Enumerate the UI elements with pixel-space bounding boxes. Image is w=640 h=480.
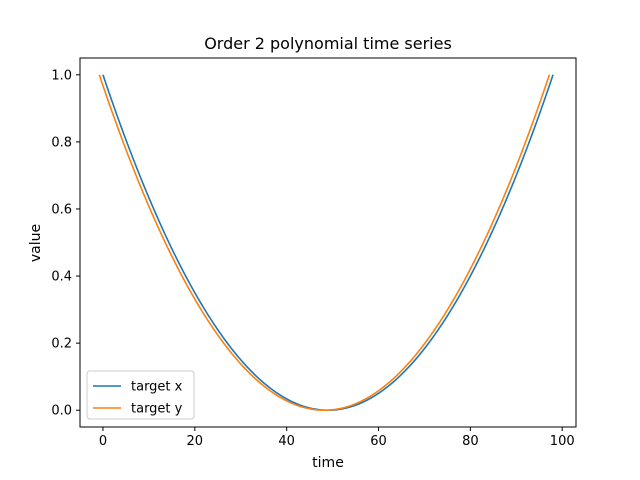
- x-tick-label: 100: [550, 434, 575, 449]
- legend: target x target y: [86, 370, 195, 420]
- legend-label: target y: [131, 402, 183, 417]
- y-tick-label: 0.6: [51, 202, 72, 217]
- y-tick-label: 0.2: [51, 337, 72, 352]
- x-tick-label: 40: [278, 434, 295, 449]
- y-tick-label: 1.0: [51, 68, 72, 83]
- plot-area-frame: [79, 57, 577, 428]
- x-tick-label: 60: [370, 434, 387, 449]
- x-tick-label: 20: [187, 434, 204, 449]
- y-tick-label: 0.4: [51, 270, 72, 285]
- series-line-target-y: [98, 74, 551, 412]
- y-axis-title: value: [28, 224, 44, 262]
- y-tick-label: 0.8: [51, 135, 72, 150]
- x-axis-title: time: [312, 455, 344, 471]
- series-lines: [98, 74, 554, 412]
- x-tick-label: 0: [99, 434, 107, 449]
- axis-ticks: 0 20 40 60 80 100 0.0 0.2 0.4 0.6 0.8 1.0: [51, 68, 574, 449]
- y-tick-label: 0.0: [51, 404, 72, 419]
- legend-box: [86, 370, 195, 420]
- x-tick-label: 80: [462, 434, 479, 449]
- legend-label: target x: [131, 380, 183, 395]
- chart-title: Order 2 polynomial time series: [204, 34, 452, 53]
